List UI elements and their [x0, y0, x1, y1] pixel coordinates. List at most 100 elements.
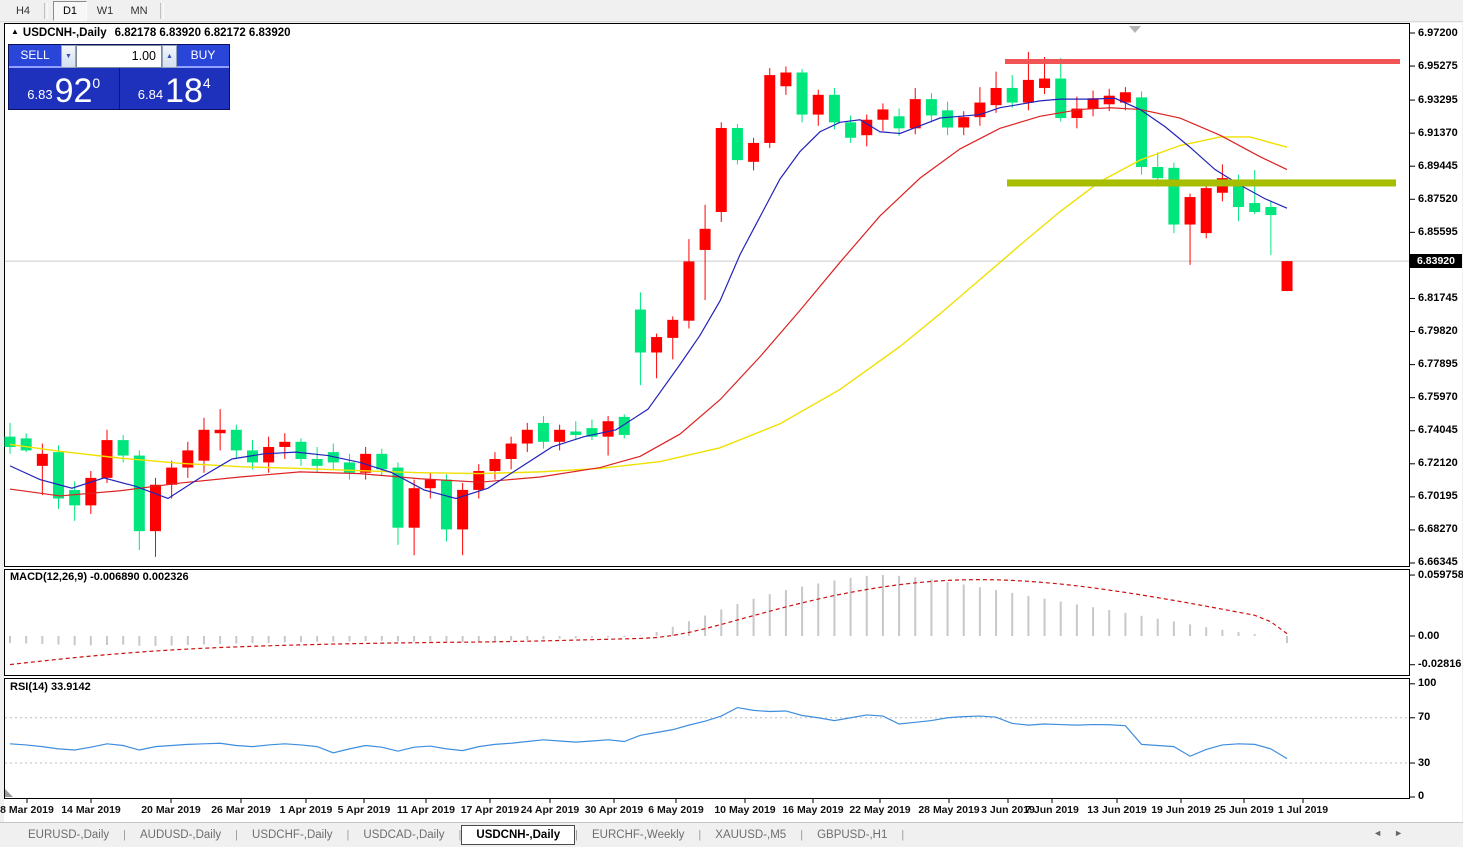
chart-tab-xauusd-m5[interactable]: XAUUSD-,M5	[715, 829, 787, 841]
toolbar-separator	[160, 2, 164, 19]
buy-button[interactable]: BUY	[177, 45, 229, 68]
trade-panel-price-row: 6.83 92 0 6.84 18 4	[9, 68, 229, 109]
volume-decrease-button[interactable]: ▼	[61, 45, 76, 68]
timeframe-button-mn[interactable]: MN	[130, 4, 148, 17]
chart-shift-marker-icon[interactable]	[1129, 26, 1141, 33]
macd-indicator-label: MACD(12,26,9) -0.006890 0.002326	[10, 571, 189, 583]
date-axis-label: 5 Apr 2019	[337, 804, 391, 816]
chart-area	[4, 23, 1462, 822]
rsi-axis-label: 70	[1418, 711, 1431, 724]
bid-price-big: 92	[54, 72, 93, 110]
date-axis-label: 10 May 2019	[714, 804, 776, 816]
price-axis-label: 6.68270	[1418, 523, 1458, 536]
chart-tab-usdchf-daily[interactable]: USDCHF-,Daily	[252, 829, 333, 841]
chart-tab-usdcad-daily[interactable]: USDCAD-,Daily	[363, 829, 445, 841]
tab-separator: |	[346, 829, 350, 841]
date-axis-label: 11 Apr 2019	[397, 804, 455, 816]
price-axis-label: 6.87520	[1418, 192, 1458, 205]
sell-button[interactable]: SELL	[9, 45, 61, 68]
rsi-indicator-label: RSI(14) 33.9142	[10, 681, 91, 693]
date-axis-label: 30 Apr 2019	[584, 804, 644, 816]
ask-price-prefix: 6.84	[137, 87, 164, 102]
bid-price-display[interactable]: 6.83 92 0	[9, 68, 119, 109]
price-axis-label: 6.81745	[1418, 291, 1458, 304]
pane-resize-grip-icon[interactable]	[5, 789, 13, 797]
date-axis-label: 26 Mar 2019	[211, 804, 271, 816]
timeframe-buttons: H4 D1 W1 MN	[6, 0, 168, 21]
chart-symbol-label: USDCNH-,Daily	[22, 27, 107, 39]
date-axis-label: 17 Apr 2019	[460, 804, 520, 816]
bid-price-prefix: 6.83	[27, 87, 53, 102]
symbol-tabs: EURUSD-,Daily | AUDUSD-,Daily | USDCHF-,Dail…	[14, 825, 904, 845]
price-axis-label: 6.93295	[1418, 93, 1458, 106]
ask-price-big: 18	[165, 72, 203, 110]
macd-axis-label: 0.00	[1418, 629, 1440, 642]
tab-separator: |	[123, 829, 127, 841]
timeframe-button-d1[interactable]: D1	[53, 0, 87, 21]
price-axis-label: 6.75970	[1418, 391, 1458, 404]
chart-ohlc-values: 6.82178 6.83920 6.82172 6.83920	[114, 27, 291, 39]
macd-axis-label: -0.02816	[1418, 658, 1462, 671]
price-axis-label: 6.97200	[1418, 26, 1458, 39]
timeframe-button-h4[interactable]: H4	[15, 4, 31, 17]
chart-title: ▲ USDCNH-,Daily 6.82178 6.83920 6.82172 6.…	[11, 27, 291, 39]
chart-tab-audusd-daily[interactable]: AUDUSD-,Daily	[140, 829, 222, 841]
date-axis-label: 16 May 2019	[782, 804, 844, 816]
one-click-trade-panel: SELL ▼ 1.00 ▲ BUY 6.83 92 0 6.84 18 4	[8, 44, 230, 110]
tab-separator: |	[901, 829, 905, 841]
chart-tab-gbpusd-h1[interactable]: GBPUSD-,H1	[817, 829, 888, 841]
ask-price-sup: 4	[202, 75, 211, 91]
date-axis-label: 8 Mar 2019	[0, 804, 54, 816]
rsi-axis-label: 0	[1418, 790, 1425, 802]
tab-separator: |	[698, 829, 702, 841]
price-axis-label: 6.79820	[1418, 325, 1458, 338]
chart-tab-eurchf-weekly[interactable]: EURCHF-,Weekly	[591, 829, 685, 841]
bid-price-sup: 0	[92, 75, 101, 91]
date-axis-label: 25 Jun 2019	[1214, 804, 1274, 816]
date-axis-label: 6 May 2019	[648, 804, 704, 816]
price-axis-label: 6.70195	[1418, 490, 1458, 503]
symbol-tab-bar: EURUSD-,Daily | AUDUSD-,Daily | USDCHF-,Dail…	[0, 822, 1463, 847]
tab-separator: |	[800, 829, 804, 841]
chart-tab-usdcnh-daily[interactable]: USDCNH-,Daily	[461, 825, 576, 845]
date-axis-label: 20 Mar 2019	[141, 804, 201, 816]
price-axis-label: 6.74045	[1418, 424, 1458, 437]
price-axis-label: 6.72120	[1418, 457, 1458, 470]
tab-separator: |	[575, 829, 578, 841]
tab-scroll-right-icon[interactable]: ►	[1394, 828, 1415, 838]
price-axis-label: 6.89445	[1418, 159, 1458, 172]
timeframe-toolbar: H4 D1 W1 MN	[0, 0, 1463, 22]
price-axis-label: 6.85595	[1418, 225, 1458, 238]
date-axis-label: 13 Jun 2019	[1087, 804, 1147, 816]
trade-panel-top-row: SELL ▼ 1.00 ▲ BUY	[9, 45, 229, 68]
rsi-axis-label: 100	[1418, 677, 1437, 690]
date-axis-label: 7 Jun 2019	[1025, 804, 1079, 816]
panel-toggle-icon[interactable]: ▲	[11, 27, 19, 36]
price-axis-label: 6.77895	[1418, 358, 1458, 371]
date-axis-label: 14 Mar 2019	[61, 804, 121, 816]
volume-increase-button[interactable]: ▲	[162, 45, 177, 68]
current-price-tag: 6.83920	[1410, 254, 1462, 268]
tab-scroll-arrows[interactable]: ◄►	[1373, 828, 1415, 838]
timeframe-button-w1[interactable]: W1	[96, 4, 114, 17]
date-axis-label: 24 Apr 2019	[520, 804, 580, 816]
date-axis-label: 28 May 2019	[918, 804, 980, 816]
rsi-axis-label: 30	[1418, 756, 1431, 769]
tab-scroll-left-icon[interactable]: ◄	[1373, 828, 1395, 838]
price-axis-label: 6.66345	[1418, 556, 1458, 569]
date-axis-label: 19 Jun 2019	[1151, 804, 1211, 816]
date-axis-label: 1 Jul 2019	[1277, 804, 1329, 816]
chart-tab-eurusd-daily[interactable]: EURUSD-,Daily	[28, 829, 110, 841]
date-axis-label: 3 Jun 2019	[981, 804, 1035, 816]
price-axis-label: 6.91370	[1418, 126, 1458, 139]
volume-input[interactable]: 1.00	[76, 45, 162, 68]
macd-axis-label: 0.059758	[1418, 568, 1463, 581]
tab-separator: |	[458, 829, 462, 841]
toolbar-separator	[44, 2, 48, 19]
ask-price-display[interactable]: 6.84 18 4	[119, 68, 229, 110]
tab-separator: |	[235, 829, 239, 841]
date-axis-label: 22 May 2019	[849, 804, 911, 816]
date-axis-label: 1 Apr 2019	[279, 804, 333, 816]
price-axis-label: 6.95275	[1418, 59, 1458, 72]
